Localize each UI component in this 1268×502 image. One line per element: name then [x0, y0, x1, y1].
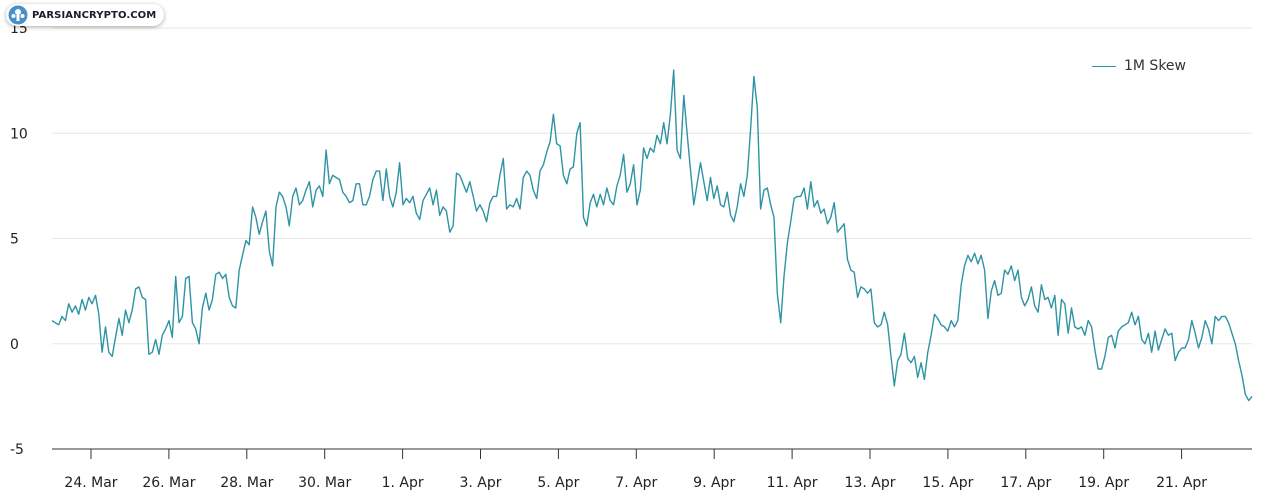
x-tick-label: 26. Mar	[142, 475, 195, 491]
watermark-text: PARSIANCRYPTO.COM	[32, 9, 157, 21]
x-tick-label: 30. Mar	[298, 475, 351, 491]
x-axis-labels: 24. Mar 26. Mar 28. Mar 30. Mar 1. Apr 3. Apr…	[64, 449, 1207, 491]
legend[interactable]: 1M Skew	[1092, 58, 1186, 74]
x-tick-label: 1. Apr	[382, 475, 424, 491]
x-tick-label: 7. Apr	[615, 475, 657, 491]
x-tick-label: 19. Apr	[1078, 475, 1129, 491]
x-tick-label: 5. Apr	[537, 475, 579, 491]
legend-label: 1M Skew	[1124, 58, 1186, 74]
gridlines	[52, 27, 1252, 345]
x-tick-label: 28. Mar	[220, 475, 273, 491]
x-tick-label: 13. Apr	[845, 475, 896, 491]
y-tick-label: 0	[10, 337, 19, 353]
y-tick-label: -5	[10, 442, 24, 458]
x-tick-label: 15. Apr	[922, 475, 973, 491]
y-tick-label: 10	[10, 126, 28, 142]
legend-swatch	[1092, 65, 1116, 67]
x-tick-label: 3. Apr	[459, 475, 501, 491]
x-tick-label: 11. Apr	[767, 475, 818, 491]
x-tick-label: 17. Apr	[1000, 475, 1051, 491]
x-tick-label: 21. Apr	[1156, 475, 1207, 491]
series-layer	[51, 69, 1253, 402]
series-line-1m-skew	[51, 69, 1253, 402]
watermark-badge: PARSIANCRYPTO.COM	[6, 4, 165, 26]
x-tick-label: 9. Apr	[693, 475, 735, 491]
parsiancrypto-logo-icon	[8, 5, 28, 25]
x-tick-label: 24. Mar	[64, 475, 117, 491]
y-tick-label: 5	[10, 232, 19, 248]
